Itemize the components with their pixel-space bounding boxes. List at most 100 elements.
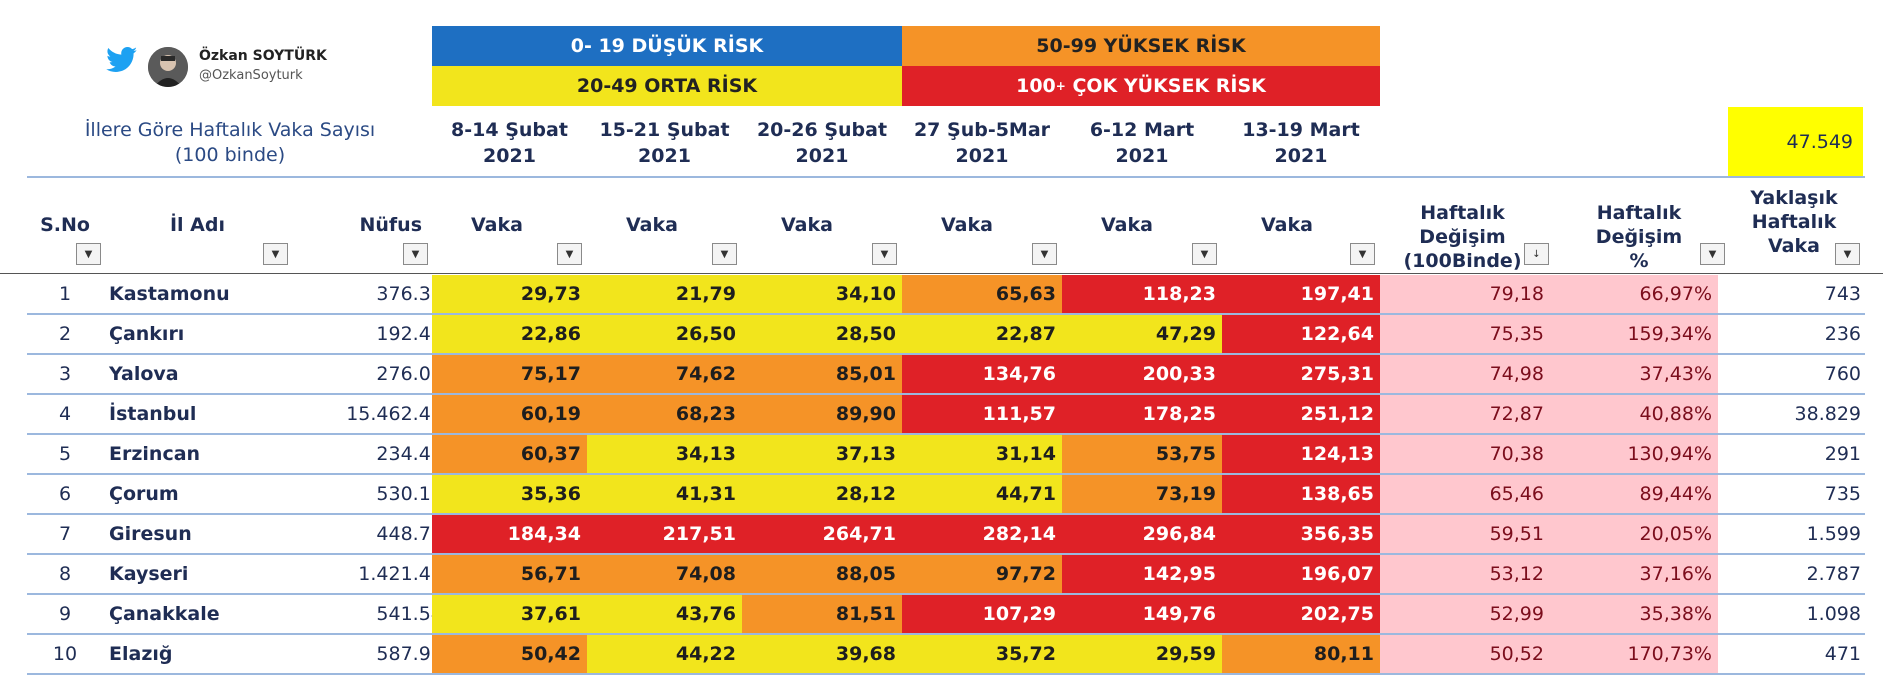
population: 376.377 xyxy=(376,283,455,305)
weekly-case-rate: 356,35 xyxy=(1222,515,1380,553)
table-row: 6 Çorum 530.126 35,36 41,31 28,12 44,71 73,19 13… xyxy=(27,475,1865,515)
approx-weekly-cases: 1.098 xyxy=(1806,603,1861,625)
col-header-approx-line-3: Vaka xyxy=(1768,235,1820,257)
row-divider xyxy=(27,433,1865,435)
filter-active-icon[interactable]: ▼ xyxy=(76,243,101,265)
filter-dropdown-icon[interactable]: ▼ xyxy=(557,243,582,265)
weekly-case-rate: 202,75 xyxy=(1222,595,1380,633)
population: 15.462.452 xyxy=(346,403,455,425)
week-header-line: 8-14 Şubat xyxy=(451,119,568,141)
weekly-case-rate: 60,19 xyxy=(432,395,587,433)
row-number: 9 xyxy=(58,603,72,625)
weekly-case-rate: 47,29 xyxy=(1062,315,1222,353)
legend-high-risk: 50-99 YÜKSEK RİSK xyxy=(902,26,1380,66)
col-header-change-pct-line-2: % xyxy=(1629,250,1649,272)
row-divider xyxy=(27,473,1865,475)
province-name: Erzincan xyxy=(109,443,201,465)
col-header-change-pct-line-1: Haftalık Değişim xyxy=(1595,202,1683,248)
weekly-case-rate: 124,13 xyxy=(1222,435,1380,473)
weekly-case-rate: 37,13 xyxy=(742,435,902,473)
weekly-case-rate: 107,29 xyxy=(902,595,1062,633)
row-divider xyxy=(27,393,1865,395)
table-title-line-2: (100 binde) xyxy=(174,144,286,166)
row-number: 2 xyxy=(58,323,72,345)
weekly-case-rate: 65,63 xyxy=(902,275,1062,313)
col-header-vaka-3: Vaka xyxy=(781,214,833,236)
weekly-change-pct: 20,05% xyxy=(1550,515,1718,553)
header-bottom-border xyxy=(0,273,1883,274)
province-name: Çankırı xyxy=(109,323,185,345)
weekly-case-rate: 138,65 xyxy=(1222,475,1380,513)
approx-weekly-cases: 1.599 xyxy=(1806,523,1861,545)
weekly-case-rate: 196,07 xyxy=(1222,555,1380,593)
weekly-case-rate: 264,71 xyxy=(742,515,902,553)
weekly-case-rate: 282,14 xyxy=(902,515,1062,553)
weekly-change-pct: 159,34% xyxy=(1550,315,1718,353)
week-header-line: 2021 xyxy=(795,145,849,167)
week-header-line: 2021 xyxy=(1274,145,1328,167)
filter-dropdown-icon[interactable]: ▼ xyxy=(1350,243,1375,265)
approx-weekly-cases: 471 xyxy=(1824,643,1861,665)
week-header-line: 27 Şub-5Mar xyxy=(913,119,1051,141)
table-row: 5 Erzincan 234.431 60,37 34,13 37,13 31,14 53,7… xyxy=(27,435,1865,475)
weekly-case-rate: 97,72 xyxy=(902,555,1062,593)
row-divider xyxy=(27,633,1865,635)
table-title-line-1: İllere Göre Haftalık Vaka Sayısı xyxy=(84,119,376,141)
province-name: Elazığ xyxy=(109,643,173,665)
filter-dropdown-icon[interactable]: ▼ xyxy=(872,243,897,265)
weekly-case-rate: 26,50 xyxy=(587,315,742,353)
week-header-1: 8-14 Şubat 2021 xyxy=(432,117,587,169)
table-row: 3 Yalova 276.050 75,17 74,62 85,01 134,76 200,3… xyxy=(27,355,1865,395)
weekly-case-rate: 21,79 xyxy=(587,275,742,313)
legend-very-high-number: 100 xyxy=(1016,75,1056,97)
col-header-pop: Nüfus xyxy=(359,214,422,236)
weekly-change-pct: 40,88% xyxy=(1550,395,1718,433)
filter-dropdown-icon[interactable]: ▼ xyxy=(1835,243,1860,265)
weekly-case-rate: 43,76 xyxy=(587,595,742,633)
weekly-case-rate: 28,12 xyxy=(742,475,902,513)
province-name: Çanakkale xyxy=(109,603,220,625)
population: 276.050 xyxy=(376,363,455,385)
col-header-vaka-4: Vaka xyxy=(941,214,993,236)
population: 234.431 xyxy=(376,443,455,465)
weekly-change-pct: 130,94% xyxy=(1550,435,1718,473)
row-number: 3 xyxy=(58,363,72,385)
weekly-change-100k: 79,18 xyxy=(1380,275,1550,313)
col-header-approx-line-1: Yaklaşık xyxy=(1750,187,1838,209)
table-row: 1 Kastamonu 376.377 29,73 21,79 34,10 65,63 118… xyxy=(27,275,1865,315)
sort-desc-icon[interactable]: ↓ xyxy=(1524,243,1549,265)
table-row: 8 Kayseri 1.421.455 56,71 74,08 88,05 97,72 142… xyxy=(27,555,1865,595)
row-number: 5 xyxy=(58,443,72,465)
weekly-case-rate: 35,36 xyxy=(432,475,587,513)
weekly-case-rate: 149,76 xyxy=(1062,595,1222,633)
approx-weekly-cases: 236 xyxy=(1824,323,1861,345)
col-header-no: S.No xyxy=(40,214,90,236)
weekly-case-rate: 34,13 xyxy=(587,435,742,473)
approx-weekly-cases: 735 xyxy=(1824,483,1861,505)
weekly-change-pct: 37,43% xyxy=(1550,355,1718,393)
weekly-case-rate: 44,71 xyxy=(902,475,1062,513)
filter-dropdown-icon[interactable]: ▼ xyxy=(712,243,737,265)
col-header-change-pct: Haftalık Değişim % xyxy=(1555,201,1723,273)
filter-dropdown-icon[interactable]: ▼ xyxy=(1032,243,1057,265)
legend-mid-risk: 20-49 ORTA RİSK xyxy=(432,66,902,106)
weekly-case-rate: 142,95 xyxy=(1062,555,1222,593)
weekly-case-rate: 29,73 xyxy=(432,275,587,313)
province-name: Kayseri xyxy=(109,563,189,585)
filter-dropdown-icon[interactable]: ▼ xyxy=(403,243,428,265)
week-header-line: 15-21 Şubat xyxy=(599,119,730,141)
weekly-case-rate: 74,62 xyxy=(587,355,742,393)
row-number: 7 xyxy=(58,523,72,545)
filter-dropdown-icon[interactable]: ▼ xyxy=(263,243,288,265)
filter-dropdown-icon[interactable]: ▼ xyxy=(1192,243,1217,265)
person-photo-icon xyxy=(148,47,188,87)
filter-dropdown-icon[interactable]: ▼ xyxy=(1700,243,1725,265)
approx-weekly-cases: 743 xyxy=(1824,283,1861,305)
week-header-5: 6-12 Mart 2021 xyxy=(1062,117,1222,169)
week-header-line: 2021 xyxy=(483,145,536,167)
row-divider xyxy=(27,513,1865,515)
weekly-case-rate: 85,01 xyxy=(742,355,902,393)
col-header-vaka-5: Vaka xyxy=(1101,214,1153,236)
row-number: 1 xyxy=(58,283,72,305)
weekly-case-rate: 31,14 xyxy=(902,435,1062,473)
